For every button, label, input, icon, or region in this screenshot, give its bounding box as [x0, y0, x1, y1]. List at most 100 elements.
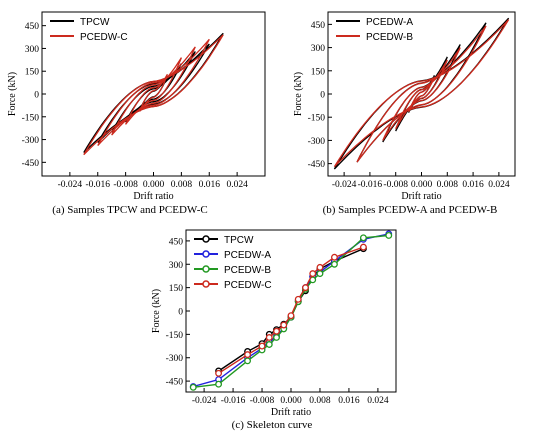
y-tick-label: 0: [178, 308, 183, 318]
legend-label: PCEDW-C: [224, 280, 272, 291]
hysteresis-loop: [356, 25, 487, 163]
chart-b: -0.024 -0.016 -0.008 0.000 0.008 0.016 0.024 45…: [293, 11, 516, 216]
hysteresis-loop: [138, 73, 169, 112]
y-tick-label: -300: [308, 137, 326, 147]
y-tick-label: 0: [34, 91, 39, 101]
y-axis-label: Force (kN): [151, 289, 162, 333]
series-pcedw-b: [333, 19, 510, 168]
x-tick-label: -0.024: [192, 396, 217, 406]
x-tick-label: -0.016: [221, 396, 246, 406]
series-pcedw-a: [189, 230, 393, 390]
x-tick-label: 0.016: [338, 396, 360, 406]
data-point: [287, 312, 295, 320]
x-tick-label: 0.008: [309, 396, 331, 406]
legend-label: TPCW: [224, 235, 254, 246]
series-pcedw-c: [215, 243, 367, 377]
series-line: [193, 234, 389, 388]
legend-label: PCEDW-A: [224, 250, 271, 261]
hysteresis-loop: [382, 47, 461, 141]
data-point: [385, 232, 393, 239]
data-point: [258, 342, 266, 350]
data-point: [302, 284, 309, 292]
y-tick-label: -450: [308, 160, 326, 170]
x-tick-label: 0.016: [462, 180, 484, 190]
x-axis-label: Drift ratio: [133, 191, 173, 202]
x-axis-label: Drift ratio: [401, 191, 441, 202]
x-tick-label: -0.024: [58, 180, 83, 190]
y-tick-label: 0: [320, 91, 325, 101]
x-tick-label: -0.016: [358, 180, 383, 190]
legend-label: PCEDW-A: [366, 17, 413, 28]
y-tick-label: 150: [169, 284, 184, 294]
y-axis-label: Force (kN): [7, 72, 18, 116]
y-tick-label: 300: [169, 261, 184, 271]
data-point: [273, 327, 280, 335]
data-point: [265, 334, 273, 341]
y-tick-label: 150: [25, 68, 40, 78]
x-axis-label: Drift ratio: [271, 407, 311, 418]
y-tick-label: 300: [311, 44, 326, 54]
series-line: [193, 233, 389, 388]
hysteresis-loop: [83, 34, 224, 156]
series-pcedw-c: [83, 34, 224, 156]
x-tick-label: -0.024: [332, 180, 357, 190]
legend-label: PCEDW-C: [80, 32, 128, 43]
legend-label: TPCW: [80, 17, 110, 28]
y-tick-label: 450: [169, 237, 184, 247]
x-tick-label: 0.008: [437, 180, 459, 190]
hysteresis-loop: [333, 19, 510, 168]
legend-label: PCEDW-B: [366, 32, 413, 43]
data-point: [244, 357, 252, 365]
x-tick-label: -0.008: [383, 180, 408, 190]
data-point: [359, 243, 367, 251]
data-point: [215, 380, 223, 388]
chart-caption: (b) Samples PCEDW-A and PCEDW-B: [323, 204, 498, 216]
legend-marker: [202, 265, 210, 273]
chart-caption: (c) Skeleton curve: [232, 419, 313, 431]
data-point: [189, 383, 197, 391]
x-tick-label: 0.008: [171, 180, 193, 190]
chart-caption: (a) Samples TPCW and PCEDW-C: [52, 204, 207, 216]
data-point: [316, 270, 324, 278]
plot-frame: [41, 11, 266, 177]
hysteresis-loop: [407, 76, 436, 113]
x-tick-label: 0.024: [367, 396, 389, 406]
hysteresis-loop: [111, 46, 196, 136]
series-pcedw-a: [333, 17, 510, 170]
hysteresis-loop: [333, 17, 510, 170]
x-tick-label: -0.016: [85, 180, 110, 190]
data-point: [273, 334, 280, 341]
x-tick-label: 0.000: [280, 396, 302, 406]
series-pcedw-b: [189, 232, 393, 391]
legend-marker: [202, 235, 210, 243]
y-tick-label: -450: [22, 159, 40, 169]
y-tick-label: 150: [311, 67, 326, 77]
y-tick-label: -150: [22, 113, 40, 123]
data-point: [330, 260, 338, 268]
data-point: [309, 270, 317, 278]
x-tick-label: 0.024: [488, 180, 510, 190]
y-tick-label: -300: [166, 354, 184, 364]
x-tick-label: 0.000: [143, 180, 165, 190]
x-tick-label: -0.008: [113, 180, 138, 190]
data-point: [294, 295, 302, 303]
hysteresis-loop: [125, 57, 183, 125]
data-point: [265, 341, 273, 348]
data-point: [359, 234, 367, 242]
x-tick-label: 0.024: [226, 180, 248, 190]
y-tick-label: 450: [311, 21, 326, 31]
data-point: [244, 351, 252, 359]
data-point: [316, 263, 324, 271]
legend-marker: [202, 250, 210, 258]
x-tick-label: 0.000: [411, 180, 433, 190]
y-axis-label: Force (kN): [293, 72, 304, 116]
y-tick-label: 450: [25, 22, 40, 32]
data-point: [215, 369, 223, 377]
x-tick-label: -0.008: [250, 396, 275, 406]
y-tick-label: 300: [25, 45, 40, 55]
y-tick-label: -150: [166, 331, 184, 341]
legend-label: PCEDW-B: [224, 265, 271, 276]
data-point: [280, 321, 288, 329]
y-tick-label: -300: [22, 136, 40, 146]
